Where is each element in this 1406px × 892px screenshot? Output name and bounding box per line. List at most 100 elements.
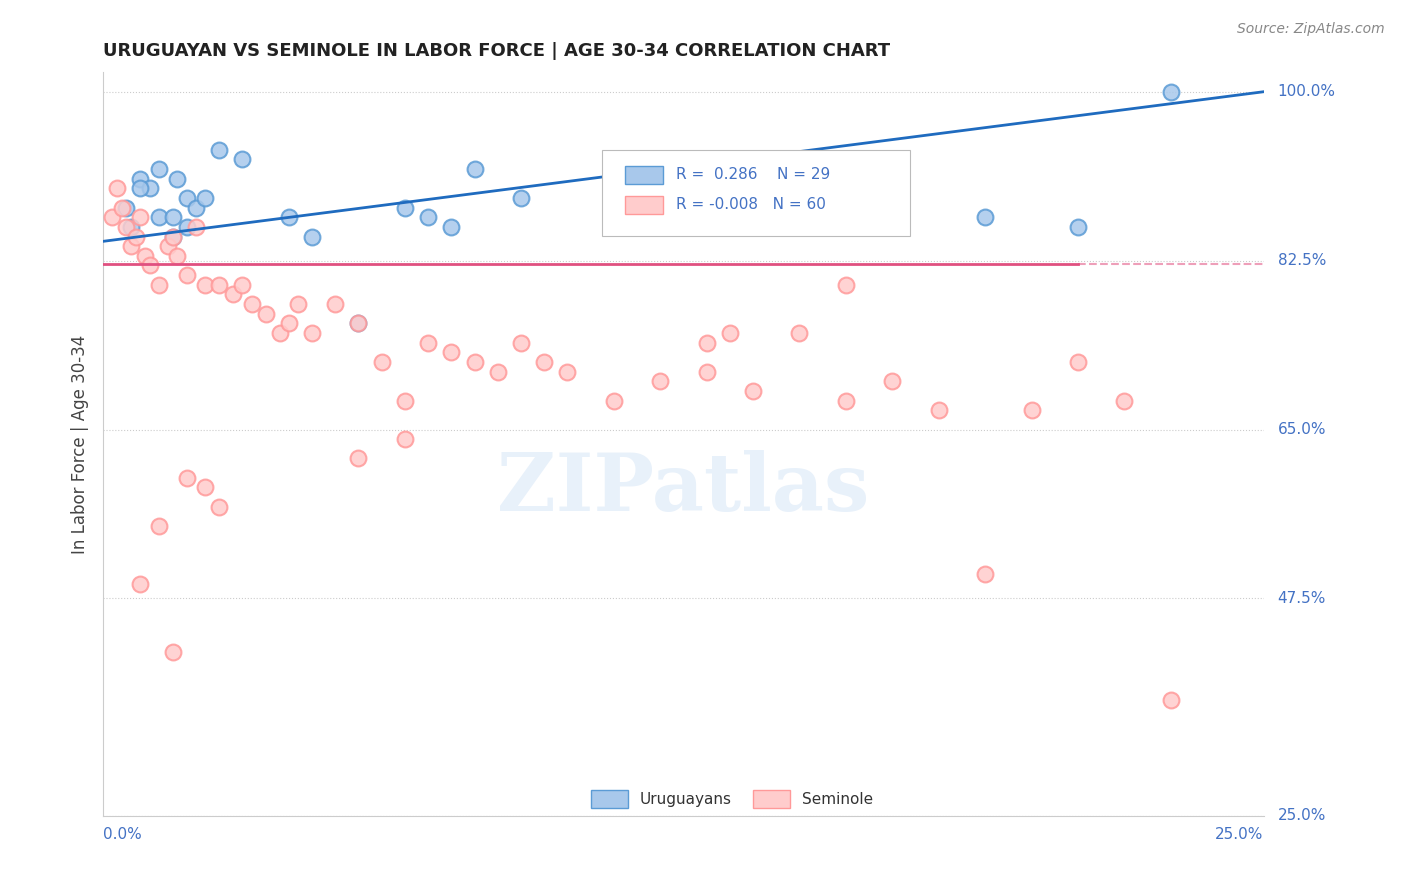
Text: 25.0%: 25.0% xyxy=(1278,808,1326,823)
Point xyxy=(120,219,142,234)
Text: ZIPatlas: ZIPatlas xyxy=(498,450,869,527)
Point xyxy=(974,211,997,225)
Point xyxy=(1160,85,1182,99)
Point xyxy=(148,211,170,225)
FancyBboxPatch shape xyxy=(626,166,662,184)
Point xyxy=(176,219,198,234)
Point xyxy=(394,201,416,215)
Point xyxy=(510,335,533,350)
Point xyxy=(650,374,672,388)
Point xyxy=(184,219,207,234)
Point xyxy=(277,211,299,225)
Point xyxy=(696,335,718,350)
Point xyxy=(486,365,509,379)
Point xyxy=(105,181,128,195)
Point xyxy=(1067,219,1090,234)
FancyBboxPatch shape xyxy=(602,151,910,235)
Text: Source: ZipAtlas.com: Source: ZipAtlas.com xyxy=(1237,22,1385,37)
Point xyxy=(148,277,170,292)
Point xyxy=(222,287,245,301)
Point xyxy=(347,317,370,331)
Point xyxy=(696,365,718,379)
Point xyxy=(416,335,439,350)
Point xyxy=(208,143,231,157)
Point xyxy=(148,519,170,533)
Point xyxy=(1067,355,1090,369)
Point xyxy=(115,219,138,234)
Point xyxy=(323,297,346,311)
Point xyxy=(301,229,323,244)
Point xyxy=(111,201,134,215)
Point xyxy=(1114,393,1136,408)
Text: 65.0%: 65.0% xyxy=(1278,422,1326,437)
Point xyxy=(696,211,718,225)
Point xyxy=(176,191,198,205)
Point xyxy=(101,211,124,225)
Point xyxy=(124,229,146,244)
Point xyxy=(176,471,198,485)
Point xyxy=(370,355,392,369)
Point xyxy=(162,229,184,244)
Point xyxy=(194,480,217,494)
Point xyxy=(1160,693,1182,707)
Point xyxy=(742,384,765,398)
Point xyxy=(557,365,579,379)
Point xyxy=(208,277,231,292)
Point xyxy=(347,317,370,331)
Point xyxy=(835,277,858,292)
Point xyxy=(231,277,253,292)
Point xyxy=(148,161,170,176)
Point xyxy=(129,171,152,186)
Text: Uruguayans: Uruguayans xyxy=(640,792,731,806)
FancyBboxPatch shape xyxy=(591,790,627,808)
Point xyxy=(394,432,416,446)
Point xyxy=(718,326,741,340)
Point xyxy=(184,201,207,215)
Point xyxy=(1021,403,1043,417)
Point xyxy=(162,644,184,658)
Point xyxy=(440,345,463,359)
Point xyxy=(208,500,231,514)
Point xyxy=(231,153,253,167)
Point xyxy=(115,201,138,215)
Point xyxy=(176,268,198,282)
Point xyxy=(416,211,439,225)
Text: Seminole: Seminole xyxy=(801,792,873,806)
Point xyxy=(166,171,188,186)
Point xyxy=(120,239,142,253)
Point xyxy=(440,219,463,234)
Text: R =  0.286    N = 29: R = 0.286 N = 29 xyxy=(676,168,831,183)
Point xyxy=(835,393,858,408)
Point xyxy=(463,161,485,176)
Point xyxy=(789,326,811,340)
Point xyxy=(287,297,309,311)
Point xyxy=(347,451,370,466)
Point xyxy=(463,355,485,369)
Point xyxy=(974,567,997,582)
Text: 0.0%: 0.0% xyxy=(103,827,142,842)
Point xyxy=(129,181,152,195)
Point xyxy=(162,211,184,225)
Point xyxy=(603,211,626,225)
Point xyxy=(194,277,217,292)
Point xyxy=(134,249,156,263)
Point xyxy=(928,403,950,417)
FancyBboxPatch shape xyxy=(754,790,790,808)
Point xyxy=(138,181,160,195)
Point xyxy=(269,326,291,340)
Text: 100.0%: 100.0% xyxy=(1278,84,1336,99)
Y-axis label: In Labor Force | Age 30-34: In Labor Force | Age 30-34 xyxy=(72,334,89,554)
Point xyxy=(882,374,904,388)
Point xyxy=(510,191,533,205)
FancyBboxPatch shape xyxy=(626,196,662,213)
Point xyxy=(301,326,323,340)
Point xyxy=(240,297,263,311)
Point xyxy=(138,259,160,273)
Point xyxy=(162,229,184,244)
Point xyxy=(129,211,152,225)
Text: 25.0%: 25.0% xyxy=(1215,827,1264,842)
Text: URUGUAYAN VS SEMINOLE IN LABOR FORCE | AGE 30-34 CORRELATION CHART: URUGUAYAN VS SEMINOLE IN LABOR FORCE | A… xyxy=(103,42,890,60)
Point xyxy=(129,577,152,591)
Text: R = -0.008   N = 60: R = -0.008 N = 60 xyxy=(676,197,827,212)
Point xyxy=(603,393,626,408)
